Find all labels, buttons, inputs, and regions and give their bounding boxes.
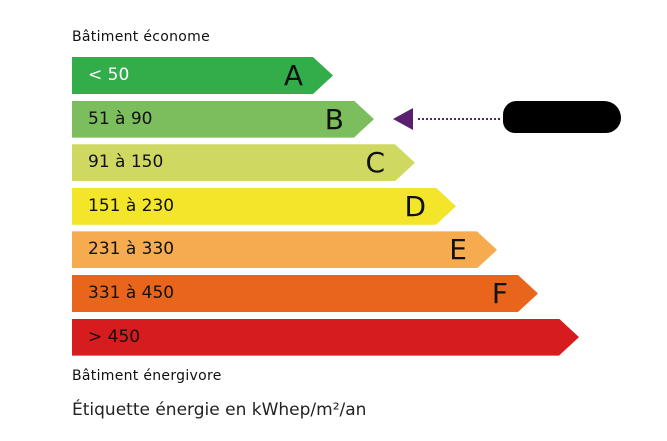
indicator-arrow-icon: [393, 108, 413, 130]
energy-bar-d: 151 à 230 D: [72, 188, 456, 225]
energy-bar-b: 51 à 90 B: [72, 101, 374, 138]
energy-bar-c: 91 à 150 C: [72, 144, 415, 181]
top-label: Bâtiment économe: [72, 29, 210, 45]
energy-bar-e: 231 à 330 E: [72, 231, 497, 268]
energy-letter: D: [404, 189, 426, 223]
energy-bar-f: 331 à 450 F: [72, 275, 538, 312]
energy-range: 91 à 150: [88, 152, 164, 173]
energy-range: 151 à 230: [88, 195, 175, 216]
energy-letter: C: [365, 146, 385, 180]
energy-range: 331 à 450: [88, 283, 175, 303]
energy-range: < 50: [88, 65, 130, 85]
redacted-value: [503, 101, 621, 133]
caption: Étiquette énergie en kWhep/m²/an: [72, 400, 367, 420]
energy-range: 231 à 330: [88, 239, 175, 260]
energy-bar-a: < 50 A: [72, 57, 333, 94]
energy-letter: A: [283, 59, 303, 92]
energy-bar-g: > 450: [72, 319, 579, 356]
energy-letter: F: [491, 277, 508, 310]
bottom-label: Bâtiment énergivore: [72, 368, 222, 384]
energy-range: > 450: [88, 326, 141, 347]
energy-letter: B: [324, 102, 344, 136]
energy-range: 51 à 90: [88, 108, 153, 129]
indicator-dotted-line: [418, 118, 500, 120]
energy-letter: E: [449, 233, 467, 267]
